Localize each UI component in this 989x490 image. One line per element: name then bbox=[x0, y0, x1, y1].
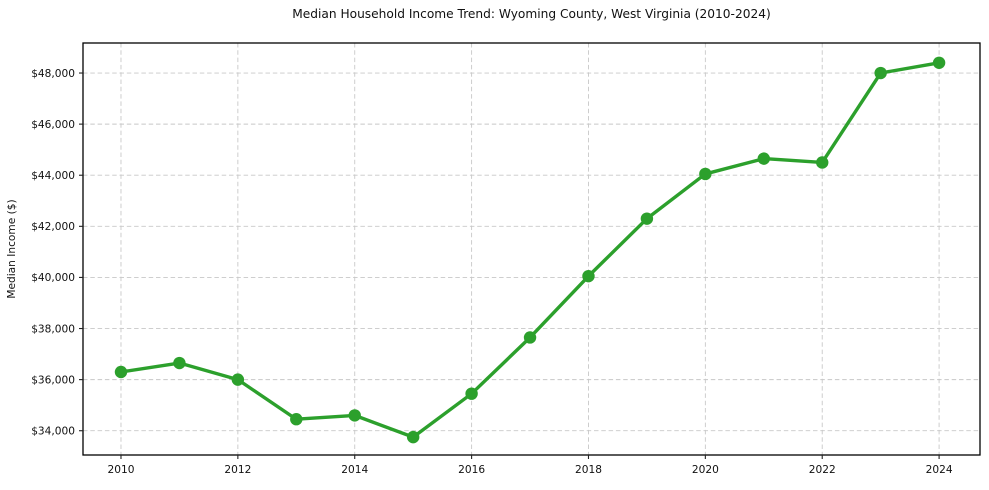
y-tick-label: $44,000 bbox=[31, 170, 75, 182]
data-point-marker bbox=[406, 430, 420, 444]
y-tick-label: $40,000 bbox=[31, 272, 75, 284]
x-tick-label: 2016 bbox=[458, 464, 485, 476]
x-tick-label: 2020 bbox=[692, 464, 719, 476]
data-point-marker bbox=[348, 409, 361, 422]
data-point-marker bbox=[173, 356, 186, 370]
data-point-marker bbox=[465, 387, 478, 400]
x-tick-label: 2024 bbox=[926, 464, 953, 476]
data-point-marker bbox=[932, 56, 946, 70]
y-tick-label: $34,000 bbox=[31, 426, 75, 438]
x-tick-label: 2012 bbox=[224, 464, 251, 476]
y-tick-label: $36,000 bbox=[31, 374, 75, 386]
x-tick-label: 2010 bbox=[107, 464, 134, 476]
data-point-marker bbox=[582, 269, 595, 283]
data-point-marker bbox=[874, 66, 887, 80]
data-point-marker bbox=[114, 365, 128, 379]
y-tick-label: $48,000 bbox=[31, 68, 75, 80]
data-point-marker bbox=[816, 156, 829, 169]
x-tick-label: 2018 bbox=[575, 464, 602, 476]
data-point-marker bbox=[290, 413, 303, 426]
plot-border bbox=[82, 42, 981, 456]
y-tick-label: $42,000 bbox=[31, 221, 75, 233]
y-tick-label: $46,000 bbox=[31, 119, 75, 131]
data-point-marker bbox=[757, 152, 770, 165]
data-point-marker bbox=[231, 373, 245, 386]
data-point-marker bbox=[640, 212, 654, 225]
chart-title: Median Household Income Trend: Wyoming C… bbox=[292, 7, 771, 21]
y-tick-label: $38,000 bbox=[31, 323, 75, 335]
x-tick-label: 2014 bbox=[341, 464, 368, 476]
data-point-marker bbox=[523, 331, 537, 344]
data-point-marker bbox=[699, 167, 712, 181]
x-tick-label: 2022 bbox=[809, 464, 836, 476]
